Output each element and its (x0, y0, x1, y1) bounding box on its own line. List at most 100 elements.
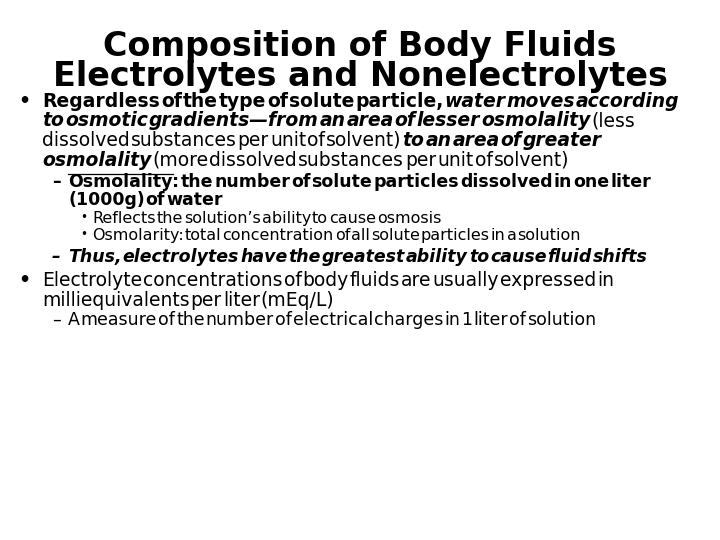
Text: Electrolyte: Electrolyte (42, 271, 142, 291)
Text: per: per (238, 131, 269, 150)
Text: of: of (335, 228, 350, 243)
Text: cause: cause (329, 211, 376, 226)
Text: greater: greater (523, 131, 602, 150)
Text: gradients—from: gradients—from (149, 111, 318, 131)
Text: osmotic: osmotic (65, 111, 148, 131)
Text: measure: measure (81, 310, 157, 328)
Text: cause: cause (490, 248, 546, 266)
Text: lesser: lesser (417, 111, 480, 131)
Text: per: per (405, 151, 436, 170)
Text: number: number (214, 173, 290, 191)
Text: the: the (156, 211, 183, 226)
Text: to: to (312, 211, 328, 226)
Text: unit: unit (437, 151, 474, 170)
Text: area: area (346, 111, 394, 131)
Text: dissolved: dissolved (210, 151, 297, 170)
Text: concentration: concentration (222, 228, 333, 243)
Text: of: of (284, 271, 302, 291)
Text: solvent): solvent) (326, 131, 402, 150)
Text: solute: solute (371, 228, 420, 243)
Text: Thus,: Thus, (68, 248, 122, 266)
Text: substances: substances (298, 151, 404, 170)
Text: osmolality: osmolality (481, 111, 590, 131)
Text: –: – (52, 173, 60, 191)
Text: Composition of Body Fluids: Composition of Body Fluids (103, 30, 617, 63)
Text: moves: moves (506, 92, 575, 111)
Text: solute: solute (312, 173, 372, 191)
Text: (less: (less (592, 111, 635, 131)
Text: osmosis: osmosis (377, 211, 441, 226)
Text: Reflects: Reflects (92, 211, 156, 226)
Text: body: body (302, 271, 348, 291)
Text: per: per (191, 291, 222, 310)
Text: of: of (509, 310, 526, 328)
Text: of: of (158, 310, 175, 328)
Text: of: of (161, 92, 181, 111)
Text: expressed: expressed (500, 271, 596, 291)
Text: solvent): solvent) (493, 151, 569, 170)
Text: Regardless: Regardless (42, 92, 160, 111)
Text: substances: substances (131, 131, 237, 150)
Text: fluids: fluids (350, 271, 400, 291)
Text: fluid: fluid (547, 248, 592, 266)
Text: •: • (18, 271, 30, 291)
Text: an: an (426, 131, 451, 150)
Text: charges: charges (374, 310, 444, 328)
Text: 1: 1 (462, 310, 472, 328)
Text: total: total (185, 228, 221, 243)
Text: solute: solute (289, 92, 354, 111)
Text: type: type (219, 92, 266, 111)
Text: :: : (173, 173, 179, 191)
Text: –: – (52, 310, 60, 328)
Text: area: area (452, 131, 500, 150)
Text: in: in (444, 310, 460, 328)
Text: the: the (181, 173, 213, 191)
Text: of: of (500, 131, 521, 150)
Text: of: of (275, 310, 292, 328)
Text: •: • (18, 92, 30, 111)
Text: one: one (573, 173, 609, 191)
Text: of: of (307, 131, 325, 150)
Text: concentrations: concentrations (143, 271, 283, 291)
Text: the: the (176, 310, 204, 328)
Text: of: of (145, 191, 166, 209)
Text: water: water (166, 191, 222, 209)
Text: liter: liter (610, 173, 651, 191)
Text: of: of (474, 151, 492, 170)
Text: particles: particles (373, 173, 459, 191)
Text: a: a (506, 228, 516, 243)
Text: to: to (42, 111, 64, 131)
Text: solution: solution (527, 310, 596, 328)
Text: number: number (206, 310, 274, 328)
Text: •: • (80, 211, 87, 224)
Text: shifts: shifts (593, 248, 648, 266)
Text: Osmolality: Osmolality (68, 173, 173, 191)
Text: of: of (267, 92, 288, 111)
Text: dissolved: dissolved (460, 173, 552, 191)
Text: unit: unit (270, 131, 306, 150)
Text: Osmolarity:: Osmolarity: (92, 228, 184, 243)
Text: liter: liter (223, 291, 260, 310)
Text: an: an (320, 111, 346, 131)
Text: of: of (291, 173, 310, 191)
Text: electrolytes: electrolytes (122, 248, 239, 266)
Text: all: all (351, 228, 370, 243)
Text: A: A (68, 310, 80, 328)
Text: –: – (52, 248, 60, 266)
Text: the: the (183, 92, 217, 111)
Text: solution’s: solution’s (184, 211, 261, 226)
Text: usually: usually (433, 271, 499, 291)
Text: milliequivalents: milliequivalents (42, 291, 189, 310)
Text: liter: liter (473, 310, 508, 328)
Text: electrical: electrical (293, 310, 373, 328)
Text: ability: ability (261, 211, 311, 226)
Text: particles: particles (420, 228, 490, 243)
Text: to: to (469, 248, 489, 266)
Text: osmolality: osmolality (42, 151, 151, 170)
Text: in: in (598, 271, 614, 291)
Text: (mEq/L): (mEq/L) (261, 291, 335, 310)
Text: dissolved: dissolved (42, 131, 130, 150)
Text: to: to (402, 131, 424, 150)
Text: particle,: particle, (355, 92, 444, 111)
Text: •: • (80, 228, 87, 241)
